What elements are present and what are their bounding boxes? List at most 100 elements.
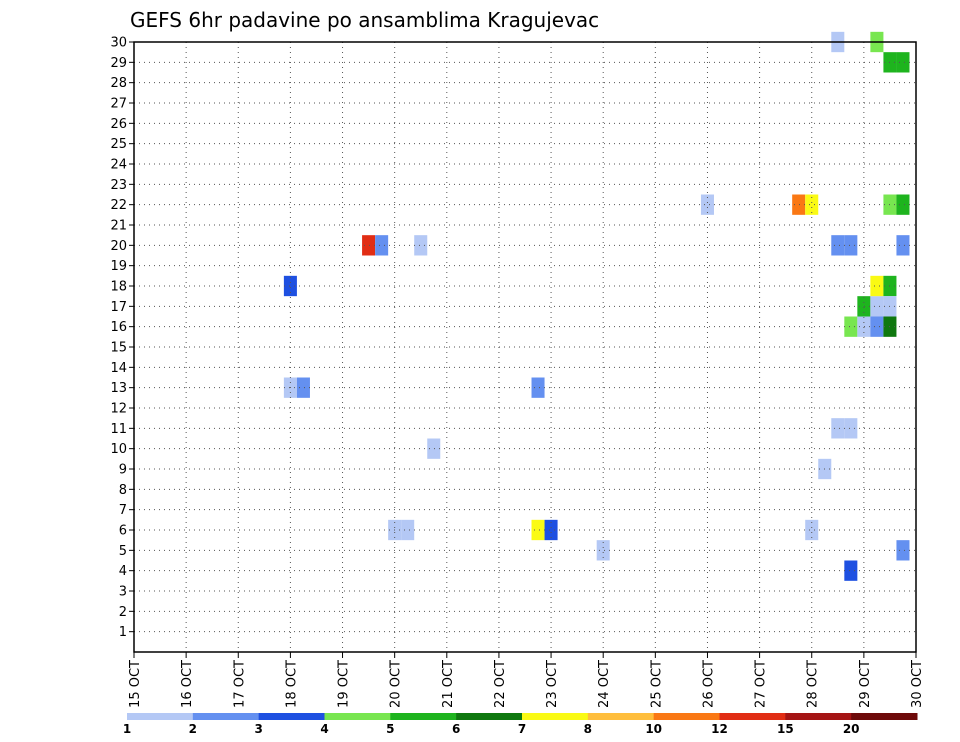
- y-tick-label: 18: [110, 280, 127, 295]
- heatmap-cell: [531, 519, 545, 541]
- heatmap-cell: [831, 235, 845, 256]
- heatmap-cell: [870, 316, 884, 337]
- heatmap-cell: [596, 540, 610, 561]
- heatmap-cell: [870, 296, 884, 317]
- colorbar-label: 2: [189, 722, 197, 736]
- y-tick-label: 20: [110, 239, 127, 254]
- colorbar-label: 5: [386, 722, 394, 736]
- y-tick-label: 24: [110, 158, 127, 173]
- x-tick-label: 30 OCT: [910, 660, 925, 708]
- colorbar-label: 4: [320, 722, 328, 736]
- y-tick-label: 4: [119, 564, 127, 579]
- heatmap-cell: [362, 235, 376, 256]
- heatmap-cell: [401, 519, 415, 541]
- colorbar-label: 15: [777, 722, 794, 736]
- y-tick-label: 6: [119, 524, 127, 539]
- x-tick-label: 16 OCT: [180, 660, 195, 708]
- colorbar-swatch: [324, 713, 391, 720]
- heatmap-cell: [414, 235, 428, 256]
- heatmap-cell: [896, 52, 910, 73]
- y-tick-label: 26: [110, 117, 127, 132]
- y-tick-label: 19: [110, 259, 127, 274]
- y-tick-label: 5: [119, 544, 127, 559]
- y-tick-label: 1: [119, 625, 127, 640]
- axes: 1234567891011121314151617181920212223242…: [110, 36, 925, 708]
- y-tick-label: 15: [110, 341, 127, 356]
- colorbar-swatch: [192, 713, 260, 720]
- colorbar: 1 2 3 4 5 6 7 8 10 12 15 20: [123, 713, 918, 736]
- colorbar-swatch: [456, 713, 523, 720]
- colorbar-label: 8: [584, 722, 592, 736]
- x-tick-label: 29 OCT: [858, 660, 873, 708]
- heatmap-cell: [896, 540, 910, 561]
- colorbar-label: 3: [254, 722, 262, 736]
- y-tick-label: 16: [110, 320, 127, 335]
- heatmap-cell: [792, 194, 806, 215]
- colorbar-swatch: [127, 713, 194, 720]
- colorbar-swatch: [522, 713, 589, 720]
- y-tick-label: 30: [110, 36, 127, 51]
- y-tick-label: 29: [110, 56, 127, 71]
- x-tick-label: 19 OCT: [337, 660, 352, 708]
- heatmap-cell: [427, 438, 441, 459]
- heatmap-cell: [844, 235, 858, 256]
- heatmap-cell: [283, 275, 297, 297]
- colorbar-label: 20: [843, 722, 860, 736]
- heatmap-cell: [896, 235, 910, 256]
- x-tick-label: 26 OCT: [701, 660, 716, 708]
- x-tick-label: 24 OCT: [597, 660, 612, 708]
- colorbar-label: 12: [711, 722, 728, 736]
- y-tick-label: 3: [119, 585, 127, 600]
- y-tick-label: 17: [110, 300, 127, 315]
- heatmap-cells: [283, 31, 910, 581]
- y-tick-label: 2: [119, 605, 127, 620]
- colorbar-label: 1: [123, 722, 131, 736]
- y-tick-label: 7: [119, 503, 127, 518]
- y-tick-label: 10: [110, 442, 127, 457]
- heatmap-cell: [844, 560, 858, 581]
- heatmap-cell: [844, 418, 858, 439]
- colorbar-label: 7: [518, 722, 526, 736]
- colorbar-swatch: [785, 713, 852, 720]
- colorbar-swatch: [258, 713, 325, 720]
- heatmap-cell: [805, 194, 819, 215]
- y-tick-label: 8: [119, 483, 127, 498]
- x-tick-label: 20 OCT: [389, 660, 404, 708]
- y-tick-label: 21: [110, 219, 127, 234]
- y-tick-label: 23: [110, 178, 127, 193]
- heatmap-cell: [857, 296, 871, 317]
- colorbar-swatch: [587, 713, 655, 720]
- heatmap-cell: [857, 316, 871, 337]
- chart-title: GEFS 6hr padavine po ansamblima Kragujev…: [130, 8, 599, 32]
- heatmap-cell: [531, 377, 545, 398]
- x-tick-label: 28 OCT: [806, 660, 821, 708]
- colorbar-swatch: [719, 713, 786, 720]
- heatmap-cell: [844, 316, 858, 337]
- heatmap-cell: [544, 519, 558, 541]
- y-tick-label: 14: [110, 361, 127, 376]
- y-tick-label: 25: [110, 137, 127, 152]
- y-tick-label: 13: [110, 381, 127, 396]
- colorbar-label: 6: [452, 722, 460, 736]
- x-tick-label: 25 OCT: [649, 660, 664, 708]
- x-tick-label: 23 OCT: [545, 660, 560, 708]
- colorbar-swatch: [390, 713, 457, 720]
- x-tick-label: 22 OCT: [493, 660, 508, 708]
- heatmap-cell: [896, 194, 910, 215]
- x-tick-label: 18 OCT: [284, 660, 299, 708]
- grid-lines: [134, 41, 916, 652]
- colorbar-swatch: [851, 713, 918, 720]
- heatmap-cell: [700, 194, 714, 215]
- heatmap-cell: [870, 275, 884, 297]
- y-tick-label: 11: [110, 422, 127, 437]
- y-tick-label: 27: [110, 97, 127, 112]
- x-tick-label: 15 OCT: [128, 660, 143, 708]
- y-tick-label: 12: [110, 402, 127, 417]
- y-tick-label: 28: [110, 76, 127, 91]
- x-tick-label: 17 OCT: [232, 660, 247, 708]
- colorbar-label: 10: [645, 722, 662, 736]
- colorbar-swatch: [653, 713, 720, 720]
- x-tick-label: 21 OCT: [441, 660, 456, 708]
- heatmap-cell: [296, 377, 310, 398]
